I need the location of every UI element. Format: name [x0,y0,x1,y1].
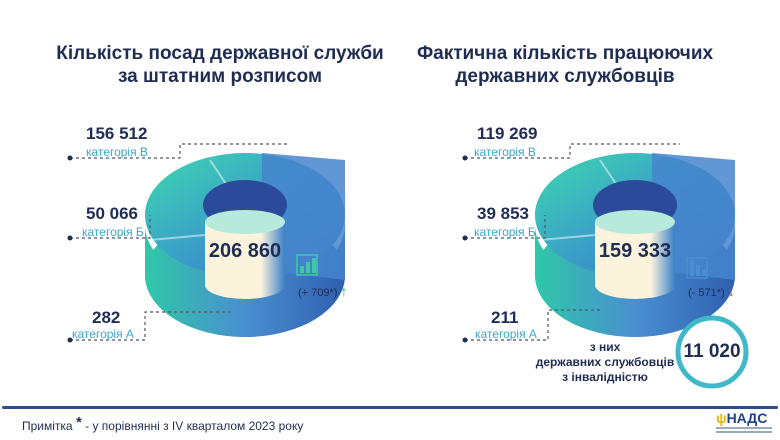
logo-subtitle-lines [716,427,772,429]
right-total: 159 333 [598,240,672,262]
chart-up-icon [296,254,318,276]
left-title-line1: Кількість посад державної служби [56,43,384,64]
disability-line2: державних службовців [535,355,675,369]
right-title-line1: Фактична кількість працюючих [416,43,714,64]
right-title-line2: державних службовців [455,66,675,87]
footnote: Примітка * - у порівнянні з IV кварталом… [22,414,303,433]
right-cat-a-value: 211 [491,308,519,327]
logo-text: НАДС [726,410,768,426]
arrow-up-icon: ↑ [340,283,348,299]
donut-left [145,153,345,337]
left-title: Кількість посад державної служби за штат… [40,42,400,88]
left-cat-a-label: категорія А [72,327,134,341]
left-title-line2: за штатним розписом [117,66,323,87]
right-cat-v-label: категорія В [474,145,536,159]
left-cat-v-value: 156 512 [86,124,148,143]
right-cat-v-value: 119 269 [477,124,538,143]
left-cat-b-value: 50 066 [86,204,138,223]
disability-ring [675,315,749,389]
donut-right [535,153,735,337]
footnote-text: - у порівнянні з IV кварталом 2023 року [85,419,304,433]
disability-count: 11 020 [683,341,741,362]
right-cat-b-value: 39 853 [477,204,529,223]
footnote-star: * [75,414,82,431]
logo-subtitle-lines-2 [716,431,772,433]
right-change: (- 571*) ↓ [688,283,735,299]
nads-logo: ψНАДС [716,410,772,433]
left-cat-v-label: категорія В [86,145,148,159]
right-cat-a-label: категорія А [475,327,537,341]
left-cat-b-label: категорія Б [82,225,144,239]
left-cat-a-value: 282 [92,308,121,327]
right-title: Фактична кількість працюючих державних с… [405,42,725,88]
footer-rule [2,406,778,409]
disability-caption: з них державних службовців з інвалідніст… [530,340,680,385]
right-change-value: (- 571*) [688,287,725,299]
disability-line1: з них [589,340,621,354]
left-total: 206 860 [208,240,282,262]
footnote-prefix: Примітка [22,419,73,433]
left-change-value: (+ 709*) [298,287,338,299]
leader-lines [70,143,680,341]
right-cat-b-label: категорія Б [474,225,536,239]
chart-down-icon [686,257,708,279]
trident-icon: ψ [716,410,727,426]
arrow-down-icon: ↓ [727,283,735,299]
left-change: (+ 709*) ↑ [298,283,348,299]
leader-dots [67,155,468,343]
disability-line3: з інвалідністю [562,370,648,384]
